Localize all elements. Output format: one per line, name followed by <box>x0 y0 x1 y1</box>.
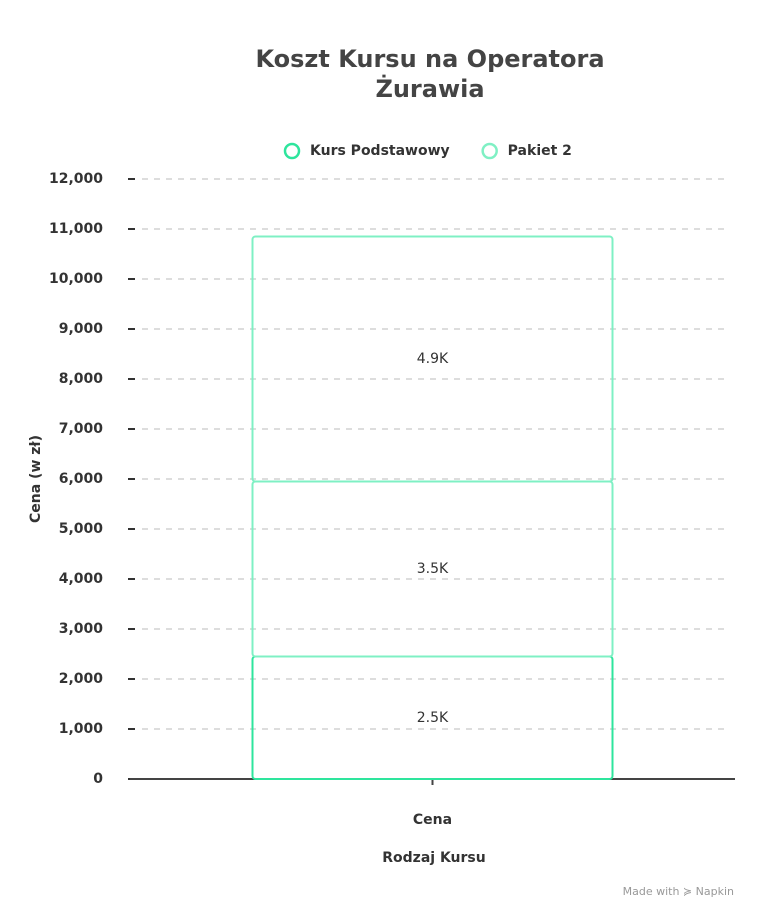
y-tick-label: 12,000 <box>49 171 103 187</box>
footer: Made with ≽ Napkin <box>622 885 734 898</box>
y-tick-label: 0 <box>93 771 103 787</box>
x-tick-label: Cena <box>413 812 452 828</box>
y-tick-label: 6,000 <box>59 471 104 487</box>
y-tick-label: 10,000 <box>49 271 103 287</box>
legend-marker <box>481 142 498 160</box>
y-tick-label: 2,000 <box>59 671 104 687</box>
y-tick-label: 4,000 <box>59 571 104 587</box>
y-tick-label: 9,000 <box>59 321 104 337</box>
y-tick-label: 8,000 <box>59 371 104 387</box>
y-tick-label: 5,000 <box>59 521 104 537</box>
bar-segment <box>251 235 614 483</box>
chart-title: Koszt Kursu na Operatora Żurawia <box>255 45 605 103</box>
y-axis-label: Cena (w zł) <box>28 435 44 523</box>
legend-marker <box>283 142 301 160</box>
y-tick-label: 3,000 <box>59 621 104 637</box>
legend-label: Kurs Podstawowy <box>310 143 450 159</box>
y-tick-label: 11,000 <box>49 221 103 237</box>
x-axis-label: Rodzaj Kursu <box>382 850 485 866</box>
y-tick-label: 7,000 <box>59 421 104 437</box>
legend-label: Pakiet 2 <box>508 143 572 159</box>
data-label: 4.9K <box>417 351 449 367</box>
y-tick-label: 1,000 <box>59 721 104 737</box>
data-label: 2.5K <box>417 710 449 726</box>
data-label: 3.5K <box>417 561 449 577</box>
